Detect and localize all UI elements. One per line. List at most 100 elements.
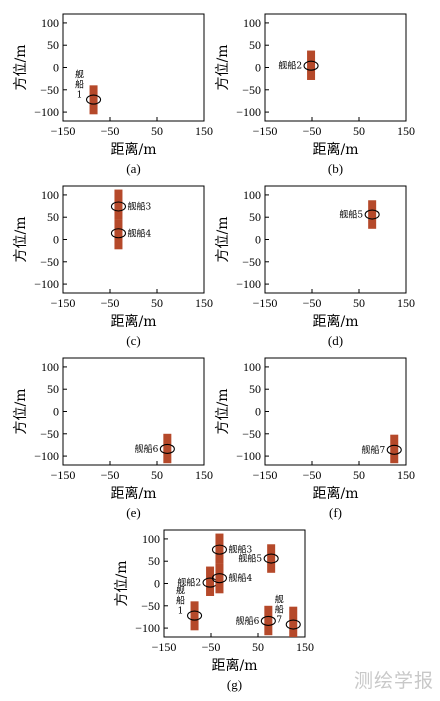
y-tick-label: 0 [255, 61, 261, 75]
x-tick-label: −150 [253, 296, 278, 310]
subplot-g: −150 −50 50 150100500−50−100距离/m方位/m(g)舰船1舰… [114, 529, 314, 692]
ship-label: 7 [276, 616, 282, 626]
ship-label: 船 [275, 604, 284, 616]
ship-ellipse [260, 615, 276, 627]
y-tick-label: 50 [249, 38, 261, 52]
ship-label: 舰 [275, 594, 284, 606]
ship-ellipse [303, 60, 319, 71]
x-tick-label: −150 [51, 124, 76, 138]
ship-bar [368, 200, 377, 229]
x-tick-label: 150 [195, 468, 213, 482]
x-axis-label: 距离/m [111, 141, 157, 158]
ship-bar [390, 434, 399, 464]
subplot-label: (c) [126, 333, 140, 348]
x-tick-label: −50 [303, 296, 322, 310]
x-tick-label: −150 [51, 296, 76, 310]
x-tick-label: 50 [252, 640, 264, 654]
y-tick-label: 50 [47, 38, 59, 52]
y-tick-label: −50 [40, 255, 59, 269]
y-tick-label: −50 [242, 83, 261, 97]
y-tick-label: −50 [242, 255, 261, 269]
ship-ellipse [110, 228, 127, 239]
x-axis-label: 距离/m [313, 485, 359, 502]
y-tick-label: 50 [249, 382, 261, 396]
ship-bar [206, 566, 215, 596]
x-tick-label: −150 [51, 468, 76, 482]
subplot-f: −150 −50 50 150 100 50 0 −50 −100 距离/m 方位/m (f) 舰船7 [215, 357, 415, 520]
ship-label: 舰船7 [362, 444, 386, 456]
ship-ellipse [285, 619, 301, 630]
plot-frame [62, 357, 205, 466]
ship-label: 舰 [75, 69, 84, 81]
ship-label: 船 [75, 79, 84, 91]
ship-ellipse [86, 94, 102, 105]
ship-label: 舰船6 [135, 443, 159, 455]
y-tick-label: −50 [141, 599, 160, 613]
x-tick-label: 150 [296, 640, 314, 654]
x-tick-label: −150 [253, 124, 278, 138]
y-tick-label: 0 [255, 233, 261, 247]
x-tick-label: −50 [202, 640, 221, 654]
y-tick-label: 0 [53, 233, 59, 247]
x-tick-label: 50 [151, 468, 163, 482]
x-axis-label: 距离/m [111, 313, 157, 330]
subplot-b: −150 −50 50 150 100 50 0 −50 −100 距离/m 方位/m (b) 舰船2 [215, 13, 415, 176]
ship-label: 1 [77, 91, 83, 101]
subplot-a: −150 −50 50 150 100 50 0 −50 −100 距离/m 方位/m (a) 舰船1 [13, 13, 213, 176]
x-tick-label: 150 [397, 124, 415, 138]
x-tick-label: 50 [151, 296, 163, 310]
subplot-d: −150 −50 50 150 100 50 0 −50 −100 距离/m 方位/m (d) 舰船5 [215, 185, 415, 348]
y-tick-label: 50 [47, 382, 59, 396]
ship-ellipse [110, 201, 127, 212]
x-tick-label: −150 [152, 640, 177, 654]
ship-bar [289, 606, 298, 637]
ship-bar [264, 605, 273, 636]
ship-label: 舰船5 [339, 209, 363, 221]
ship-label: 舰船4 [228, 572, 252, 584]
x-tick-label: −50 [101, 468, 120, 482]
ship-ellipse [211, 544, 228, 555]
x-axis-label: 距离/m [313, 313, 359, 330]
subplot-label: (e) [126, 505, 140, 520]
y-tick-label: −100 [236, 449, 261, 463]
y-axis-label: 方位/m [13, 389, 29, 435]
ship-label: 舰船5 [238, 553, 262, 565]
ship-label: 舰船4 [127, 227, 151, 239]
y-tick-label: 100 [41, 360, 59, 374]
ship-ellipse [187, 610, 203, 621]
subplot-e: −150 −50 50 150 100 50 0 −50 −100 距离/m 方位/m (e) 舰船6 [13, 357, 213, 520]
subplot-label: (b) [328, 161, 343, 176]
ship-label: 舰船3 [127, 201, 151, 213]
y-tick-label: 100 [243, 360, 261, 374]
y-tick-label: −100 [236, 277, 261, 291]
y-tick-label: 0 [255, 405, 261, 419]
x-tick-label: 150 [195, 296, 213, 310]
y-tick-label: 100 [142, 532, 160, 546]
ship-label: 舰船3 [228, 544, 252, 556]
ship-label: 舰 [176, 585, 185, 597]
plot-frame [62, 13, 205, 122]
x-tick-label: 150 [195, 124, 213, 138]
subplot-label: (d) [328, 333, 343, 348]
x-tick-label: 50 [353, 124, 365, 138]
y-tick-label: −100 [135, 621, 160, 635]
y-tick-label: 0 [53, 405, 59, 419]
ship-label: 舰船6 [236, 615, 260, 627]
ship-bar [114, 219, 123, 250]
y-axis-label: 方位/m [13, 45, 29, 91]
y-axis-label: 方位/m [215, 45, 231, 91]
x-axis-label: 距离/m [212, 657, 258, 674]
subplot-label: (a) [126, 161, 140, 176]
ship-ellipse [159, 443, 175, 455]
y-tick-label: −100 [34, 449, 59, 463]
watermark: 测绘学报 [353, 670, 434, 692]
y-tick-label: 50 [249, 210, 261, 224]
ship-ellipse [211, 573, 228, 584]
y-tick-label: −50 [40, 83, 59, 97]
y-axis-label: 方位/m [215, 389, 231, 435]
subplot-label: (g) [227, 677, 242, 692]
ship-bar [89, 85, 98, 115]
y-axis-label: 方位/m [114, 561, 130, 607]
x-tick-label: −50 [101, 296, 120, 310]
ship-bar [307, 50, 316, 80]
